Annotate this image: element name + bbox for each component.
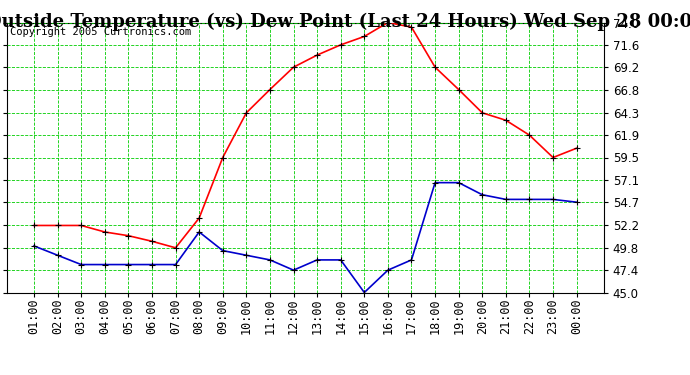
Text: Outside Temperature (vs) Dew Point (Last 24 Hours) Wed Sep 28 00:00: Outside Temperature (vs) Dew Point (Last… (0, 13, 690, 32)
Text: Copyright 2005 Curtronics.com: Copyright 2005 Curtronics.com (10, 27, 191, 36)
